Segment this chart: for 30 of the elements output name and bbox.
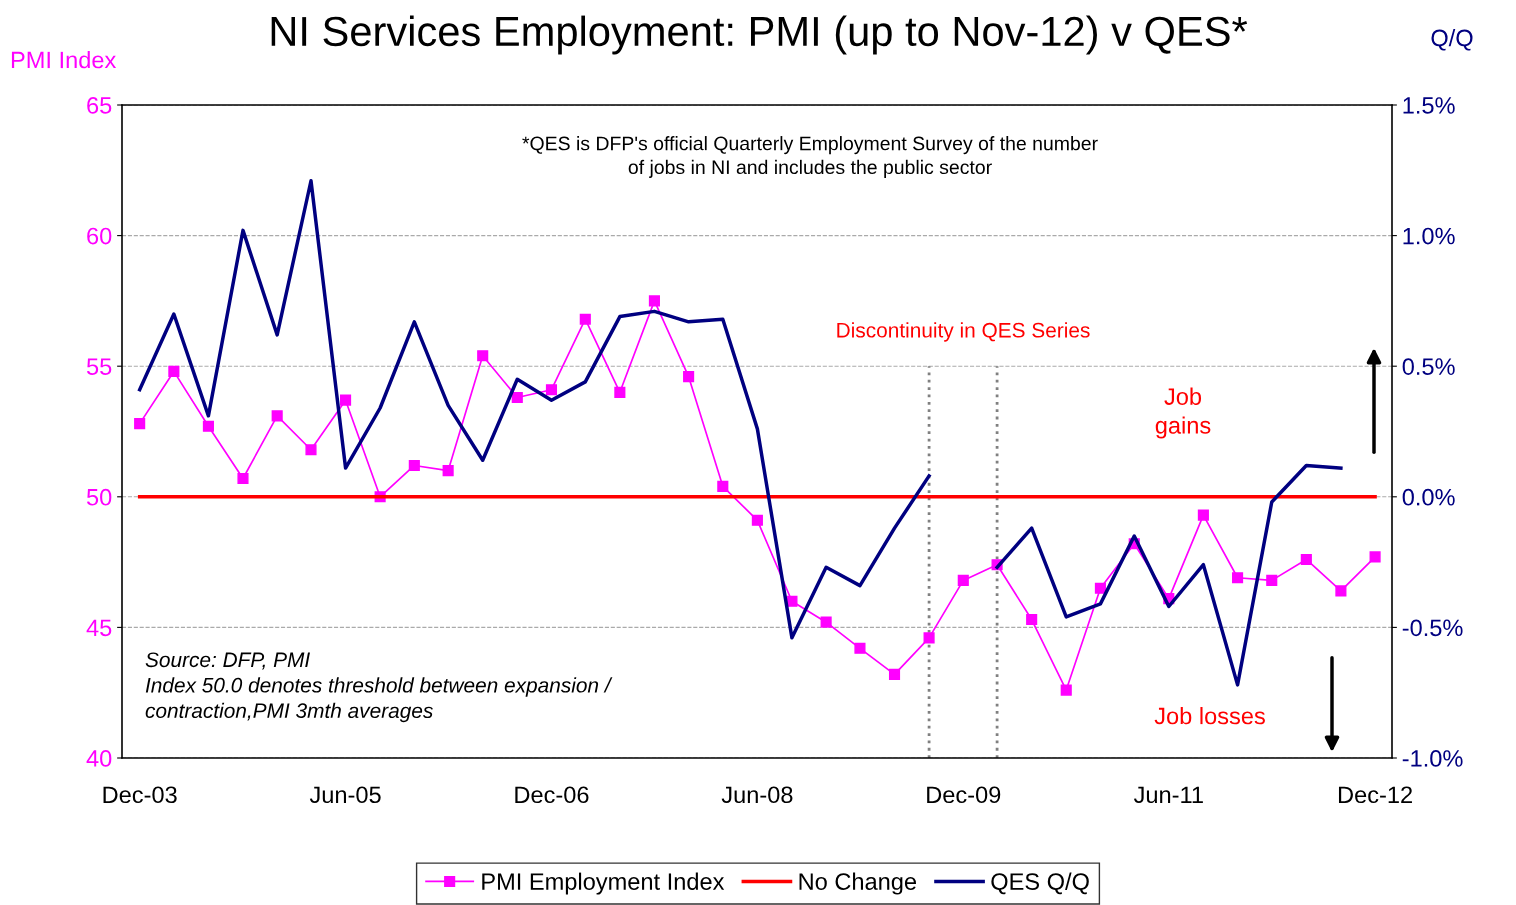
y-tick-label: 40: [86, 750, 112, 767]
y2-tick-label: 1.0%: [1403, 227, 1455, 245]
chart-title: NI Services Employment: PMI (up to Nov-12) v QES*: [271, 15, 1248, 55]
legend-label: PMI Employment Index: [482, 872, 725, 895]
y2-tick-label: -0.5%: [1402, 619, 1463, 637]
y-axis-title: PMI Index: [11, 51, 117, 69]
y-tick-label: 45: [86, 619, 112, 637]
x-tick-label: Jun-08: [721, 786, 793, 804]
x-tick-label: Dec-03: [103, 786, 177, 804]
y-tick-label: 65: [87, 97, 112, 114]
y-tick-label: 50: [86, 488, 112, 506]
annotation: Discontinuity in QES Series: [837, 322, 1090, 342]
legend-label: QES Q/Q: [991, 872, 1089, 895]
y-tick-label: 55: [86, 358, 112, 375]
x-tick-label: Dec-12: [1338, 786, 1412, 804]
y2-tick-label: 0.5%: [1402, 358, 1455, 375]
x-tick-label: Dec-09: [927, 786, 1001, 804]
annotation: *QES is DFP's official Quarterly Employment Survey of the number of jobs in NI and includes the public sector: [522, 136, 1098, 178]
y2-axis-title: Q/Q: [1431, 29, 1473, 51]
annotation: Job gains: [1155, 387, 1211, 439]
legend-label: No Change: [799, 872, 917, 895]
y2-tick-label: -1.0%: [1402, 750, 1463, 767]
y2-tick-label: 0.0%: [1402, 488, 1455, 506]
x-tick-label: Dec-06: [515, 786, 589, 804]
y2-tick-label: 1.5%: [1403, 97, 1455, 114]
y-tick-label: 60: [87, 227, 112, 245]
x-tick-label: Jun-05: [309, 786, 381, 804]
annotation: Source: DFP, PMI Index 50.0 denotes threshold between expansion / contraction,PMI 3mth averages: [145, 652, 613, 723]
annotation: Job losses: [1154, 706, 1265, 725]
x-tick-label: Jun-11: [1133, 786, 1203, 804]
